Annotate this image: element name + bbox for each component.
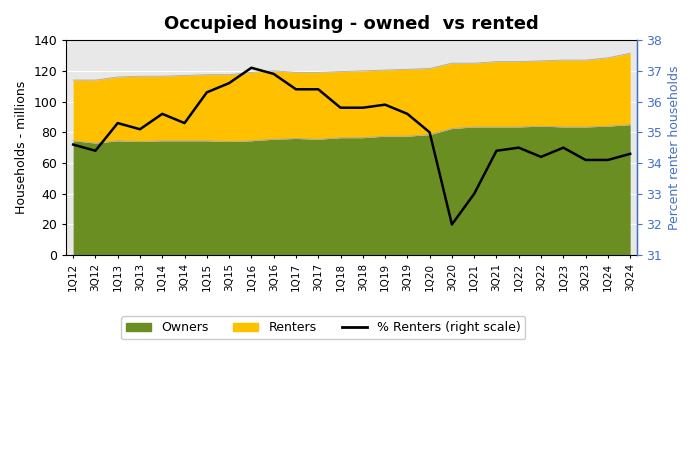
Y-axis label: Percent renter households: Percent renter households	[668, 65, 681, 230]
Legend: Owners, Renters, % Renters (right scale): Owners, Renters, % Renters (right scale)	[121, 316, 525, 339]
Y-axis label: Households - millions: Households - millions	[15, 81, 28, 214]
Title: Occupied housing - owned  vs rented: Occupied housing - owned vs rented	[164, 15, 539, 33]
